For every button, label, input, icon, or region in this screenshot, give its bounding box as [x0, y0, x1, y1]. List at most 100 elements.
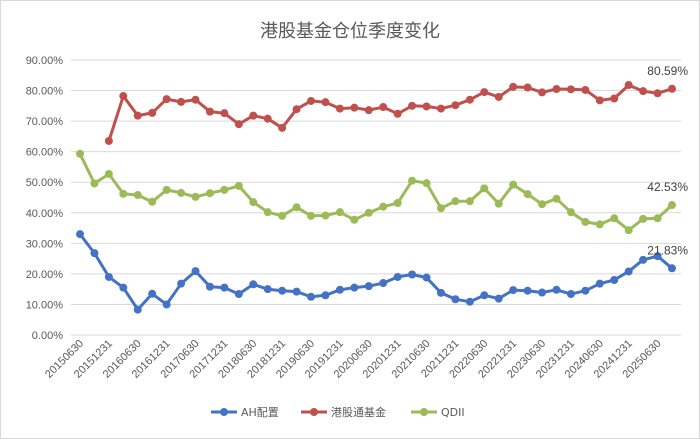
data-point [76, 149, 84, 158]
data-point [191, 192, 200, 201]
data-point [653, 252, 662, 261]
data-point [624, 81, 633, 90]
data-point [494, 92, 503, 101]
data-point [480, 184, 489, 193]
data-point [639, 87, 648, 96]
y-tick-label: 60.00% [26, 147, 64, 159]
data-point [307, 96, 316, 105]
legend-swatch-marker [220, 408, 228, 416]
data-point [552, 194, 561, 203]
data-point [393, 109, 402, 118]
data-point [364, 282, 373, 291]
data-point [494, 199, 503, 208]
data-point [307, 211, 316, 220]
data-point [538, 288, 547, 297]
data-point [177, 279, 186, 288]
y-tick-label: 20.00% [26, 269, 64, 281]
data-point [205, 282, 214, 291]
data-point [119, 189, 128, 198]
data-point [436, 104, 445, 113]
data-point [668, 201, 676, 210]
data-point [581, 217, 590, 226]
data-point [566, 208, 575, 217]
data-point [639, 214, 648, 223]
data-point [278, 211, 287, 220]
data-point [335, 285, 344, 294]
data-point [610, 94, 619, 103]
y-tick-label: 40.00% [26, 208, 64, 220]
data-point [538, 88, 547, 97]
data-point [509, 286, 518, 295]
data-point [408, 270, 417, 279]
series-lines [76, 81, 676, 314]
y-tick-label: 30.00% [26, 238, 64, 250]
data-point [422, 102, 431, 111]
data-point [90, 249, 99, 258]
data-point [148, 108, 157, 117]
data-point [321, 211, 330, 220]
data-point [148, 289, 157, 298]
legend-item: QDII [411, 406, 465, 419]
data-point [234, 290, 243, 299]
data-point [624, 267, 633, 276]
data-point [668, 84, 676, 93]
data-point [90, 179, 99, 188]
data-point [249, 280, 258, 289]
data-point [335, 104, 344, 113]
y-tick-label: 90.00% [26, 55, 64, 67]
data-point [595, 220, 604, 229]
data-point [465, 297, 474, 306]
data-point [408, 176, 417, 185]
legend-swatch-marker [310, 408, 318, 416]
x-axis-tick-labels: 2015063020151231201606302016123120170630… [43, 338, 664, 381]
data-point [364, 106, 373, 115]
y-tick-label: 50.00% [26, 177, 64, 189]
data-point [480, 291, 489, 300]
data-point [220, 109, 229, 118]
data-point [191, 95, 200, 104]
data-point [292, 203, 301, 212]
data-point [133, 191, 142, 200]
data-point [523, 190, 532, 199]
data-point [436, 288, 445, 297]
y-tick-label: 70.00% [26, 116, 64, 128]
data-point [292, 105, 301, 114]
data-point [610, 214, 619, 223]
data-point [595, 279, 604, 288]
data-point [133, 305, 142, 314]
data-point [422, 273, 431, 282]
data-point [408, 101, 417, 110]
data-point [393, 199, 402, 207]
data-point [581, 286, 590, 295]
data-point [263, 285, 272, 294]
data-point [292, 287, 301, 296]
data-point [234, 181, 243, 190]
data-point [379, 279, 388, 288]
data-point [610, 276, 619, 284]
data-point [104, 169, 113, 178]
legend-label: QDII [441, 406, 465, 419]
series-QDII [76, 149, 676, 235]
data-point [191, 267, 200, 276]
data-point [263, 114, 272, 123]
legend-swatch-marker [420, 408, 428, 416]
data-label: 42.53% [647, 180, 688, 194]
data-point [177, 97, 186, 106]
data-point [278, 123, 287, 132]
y-axis-tick-labels: 0.00% 10.00% 20.00% 30.00% 40.00% 50.00% 60.00… [26, 55, 64, 342]
legend-label: AH配置 [241, 406, 279, 419]
data-point [249, 198, 258, 207]
legend: AH配置 港股通基金 QDII [211, 405, 465, 419]
data-point [422, 179, 431, 188]
gridlines [71, 59, 681, 336]
data-point [278, 286, 287, 295]
data-point [465, 197, 474, 206]
data-point [552, 285, 561, 294]
data-point [119, 92, 128, 101]
data-point [177, 188, 186, 197]
data-point [162, 185, 171, 194]
data-point [263, 208, 272, 217]
data-point [393, 272, 402, 281]
data-point [321, 291, 330, 300]
data-point [653, 214, 662, 223]
